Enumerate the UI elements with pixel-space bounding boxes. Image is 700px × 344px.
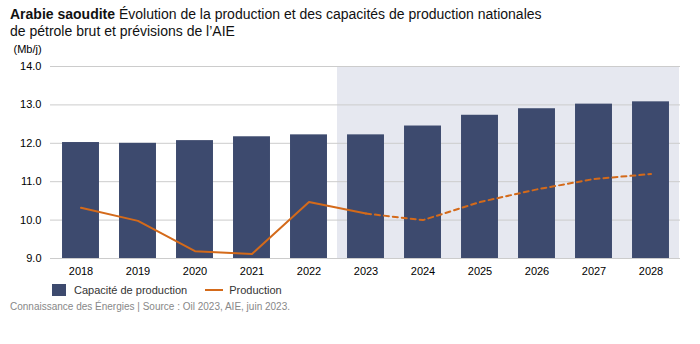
html-text:Production: Production [229,284,282,296]
svg-text:2018: 2018 [69,265,93,277]
svg-text:14.0: 14.0 [20,60,41,72]
svg-text:2020: 2020 [183,265,207,277]
svg-text:2028: 2028 [639,265,663,277]
svg-text:2023: 2023 [354,265,378,277]
svg-text:2022: 2022 [297,265,321,277]
svg-text:10.0: 10.0 [20,214,41,226]
svg-text:9.0: 9.0 [26,252,41,264]
svg-text:11.0: 11.0 [21,175,42,187]
html-text:Arabie saoudite Évolution de l: Arabie saoudite Évolution de la producti… [10,6,542,39]
svg-text:(Mb/j): (Mb/j) [14,43,42,55]
html-text:Capacité de production: Capacité de production [74,284,188,296]
html-text:Connaissance des Énergies | So: Connaissance des Énergies | Source : Oil… [10,301,290,312]
svg-text:12.0: 12.0 [20,137,41,149]
svg-text:2024: 2024 [411,265,435,277]
svg-text:13.0: 13.0 [20,98,41,110]
svg-text:2021: 2021 [240,265,264,277]
svg-text:2027: 2027 [582,265,606,277]
svg-text:2025: 2025 [468,265,492,277]
svg-text:2019: 2019 [126,265,150,277]
svg-text:2026: 2026 [525,265,549,277]
